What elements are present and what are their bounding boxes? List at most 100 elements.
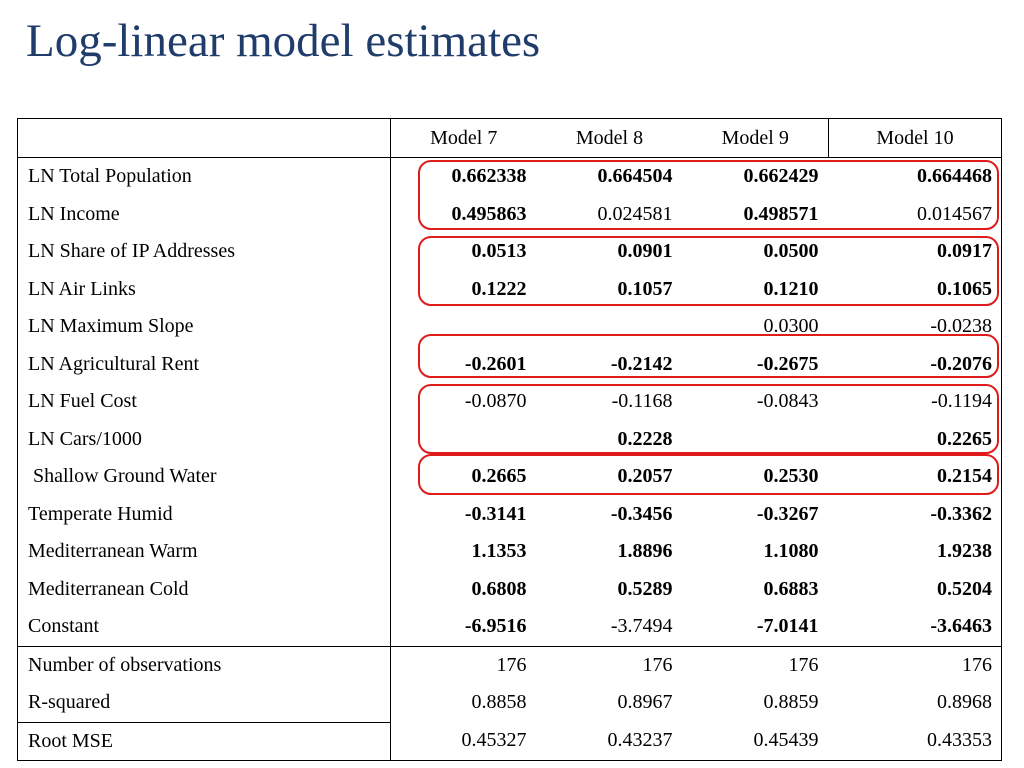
- header-model-9: Model 9: [682, 118, 829, 158]
- table-row: LN Air Links 0.1222 0.1057 0.1210 0.1065: [17, 270, 1002, 308]
- value-cell: 0.5289: [617, 577, 673, 600]
- row-label: LN Maximum Slope: [17, 308, 391, 346]
- header-model-7: Model 7: [390, 118, 537, 158]
- value-cell: -0.3456: [610, 502, 673, 525]
- value-cell: -3.7494: [610, 615, 673, 637]
- value-cell: 0.024581: [597, 202, 673, 225]
- value-cell: 0.498571: [743, 202, 819, 225]
- stat-label: Number of observations: [17, 645, 391, 684]
- stat-value: 0.45439: [682, 722, 829, 761]
- value-cell: 1.1353: [471, 540, 527, 562]
- row-label: LN Cars/1000: [17, 420, 391, 458]
- row-label: LN Agricultural Rent: [17, 345, 391, 383]
- value-cell: -0.2142: [610, 352, 673, 375]
- value-cell: -6.9516: [464, 615, 527, 637]
- value-cell: -0.0843: [756, 390, 819, 412]
- table-row: Mediterranean Warm 1.1353 1.8896 1.1080 1.92…: [17, 533, 1002, 571]
- stat-value: 0.8858: [471, 691, 527, 714]
- value-cell: -0.2601: [464, 352, 527, 375]
- value-cell: -0.1194: [828, 383, 1002, 421]
- table-row: LN Agricultural Rent -0.2601 -0.2142 -0.267…: [17, 345, 1002, 383]
- slide-title: Log-linear model estimates: [26, 15, 541, 67]
- value-cell: [683, 421, 829, 459]
- stat-label: R-squared: [17, 684, 391, 722]
- value-cell: 0.0500: [763, 240, 819, 262]
- row-label: LN Air Links: [17, 270, 391, 308]
- value-cell: 0.662429: [743, 165, 819, 187]
- value-cell: -0.0238: [828, 308, 1002, 346]
- value-cell: 0.662338: [451, 165, 527, 187]
- value-cell: 0.1057: [617, 277, 673, 300]
- value-cell: 0.2265: [828, 420, 1002, 458]
- value-cell: -0.0870: [464, 390, 527, 412]
- value-cell: 0.1222: [471, 277, 527, 300]
- value-cell: 0.2057: [617, 465, 673, 487]
- table-row: Number of observations 176 176 176 176: [17, 645, 1002, 684]
- stat-value: 0.8967: [617, 691, 673, 714]
- value-cell: -0.3362: [828, 495, 1002, 533]
- value-cell: 1.8896: [617, 540, 673, 562]
- value-cell: 0.0513: [471, 240, 527, 262]
- table-row: LN Maximum Slope 0.0300 -0.0238: [17, 308, 1002, 346]
- value-cell: 0.0917: [828, 233, 1002, 271]
- stat-value: 176: [682, 645, 829, 684]
- row-label: Mediterranean Warm: [17, 533, 391, 571]
- value-cell: [391, 308, 537, 346]
- value-cell: 0.1210: [763, 277, 819, 300]
- value-cell: 1.9238: [828, 533, 1002, 571]
- table-row: Constant -6.9516 -3.7494 -7.0141 -3.6463: [17, 608, 1002, 646]
- value-cell: 0.0901: [617, 240, 673, 262]
- stat-value: 0.8859: [763, 691, 819, 714]
- stat-value: 0.43353: [828, 722, 1002, 761]
- estimates-table-container: Model 7 Model 8 Model 9 Model 10 LN Tota…: [17, 118, 1002, 761]
- value-cell: 0.1065: [828, 270, 1002, 308]
- header-row: Model 7 Model 8 Model 9 Model 10: [17, 118, 1002, 158]
- value-cell: [537, 308, 683, 346]
- value-cell: -0.2076: [828, 345, 1002, 383]
- value-cell: -7.0141: [756, 615, 819, 637]
- value-cell: 0.2665: [471, 465, 527, 487]
- value-cell: 0.0300: [763, 315, 819, 337]
- value-cell: 0.664504: [597, 165, 673, 187]
- stat-value: 176: [390, 645, 537, 684]
- value-cell: 0.2228: [617, 427, 673, 450]
- estimates-table: Model 7 Model 8 Model 9 Model 10 LN Tota…: [17, 118, 1002, 761]
- value-cell: 0.2530: [763, 465, 819, 487]
- value-cell: -0.1168: [611, 390, 673, 412]
- value-cell: 0.495863: [451, 202, 527, 225]
- coefficients-body: LN Total Population 0.662338 0.664504 0.662…: [17, 157, 1002, 646]
- stat-value: 0.8968: [828, 684, 1002, 722]
- table-row: Mediterranean Cold 0.6808 0.5289 0.6883 0.52…: [17, 570, 1002, 608]
- value-cell: 0.2154: [828, 458, 1002, 496]
- value-cell: [391, 421, 537, 459]
- header-model-10: Model 10: [828, 118, 1002, 158]
- table-row: LN Fuel Cost -0.0870 -0.1168 -0.0843 -0.1194: [17, 383, 1002, 421]
- value-cell: -0.3141: [464, 502, 527, 525]
- value-cell: 0.6883: [763, 577, 819, 600]
- statistics-body: Number of observations 176 176 176 176 R-squa…: [17, 645, 1002, 761]
- row-label: LN Income: [17, 195, 391, 233]
- row-label: LN Share of IP Addresses: [17, 233, 391, 271]
- value-cell: 0.664468: [828, 157, 1002, 196]
- table-row: LN Income 0.495863 0.024581 0.498571 0.01456…: [17, 195, 1002, 233]
- table-row: Root MSE 0.45327 0.43237 0.45439 0.43353: [17, 721, 1002, 761]
- table-row: R-squared 0.8858 0.8967 0.8859 0.8968: [17, 684, 1002, 722]
- stat-value: 176: [828, 645, 1002, 684]
- stat-value: 0.45327: [390, 722, 537, 761]
- table-row: LN Share of IP Addresses 0.0513 0.0901 0.05…: [17, 233, 1002, 271]
- value-cell: -0.3267: [756, 502, 819, 525]
- table-row: Temperate Humid -0.3141 -0.3456 -0.3267 -0.3…: [17, 495, 1002, 533]
- table-row: LN Total Population 0.662338 0.664504 0.662…: [17, 157, 1002, 196]
- value-cell: 0.6808: [471, 577, 527, 600]
- value-cell: -0.2675: [756, 352, 819, 375]
- header-model-8: Model 8: [536, 118, 683, 158]
- stat-value: 0.43237: [536, 722, 683, 761]
- table-row: LN Cars/1000 0.2228 0.2265: [17, 420, 1002, 459]
- table-row: Shallow Ground Water 0.2665 0.2057 0.2530 0.…: [17, 458, 1002, 496]
- stat-label: Root MSE: [17, 721, 391, 761]
- value-cell: 1.1080: [763, 540, 819, 562]
- row-label: LN Fuel Cost: [17, 383, 391, 421]
- row-label: Constant: [17, 608, 391, 646]
- row-label: Mediterranean Cold: [17, 570, 391, 608]
- value-cell: -3.6463: [828, 608, 1002, 646]
